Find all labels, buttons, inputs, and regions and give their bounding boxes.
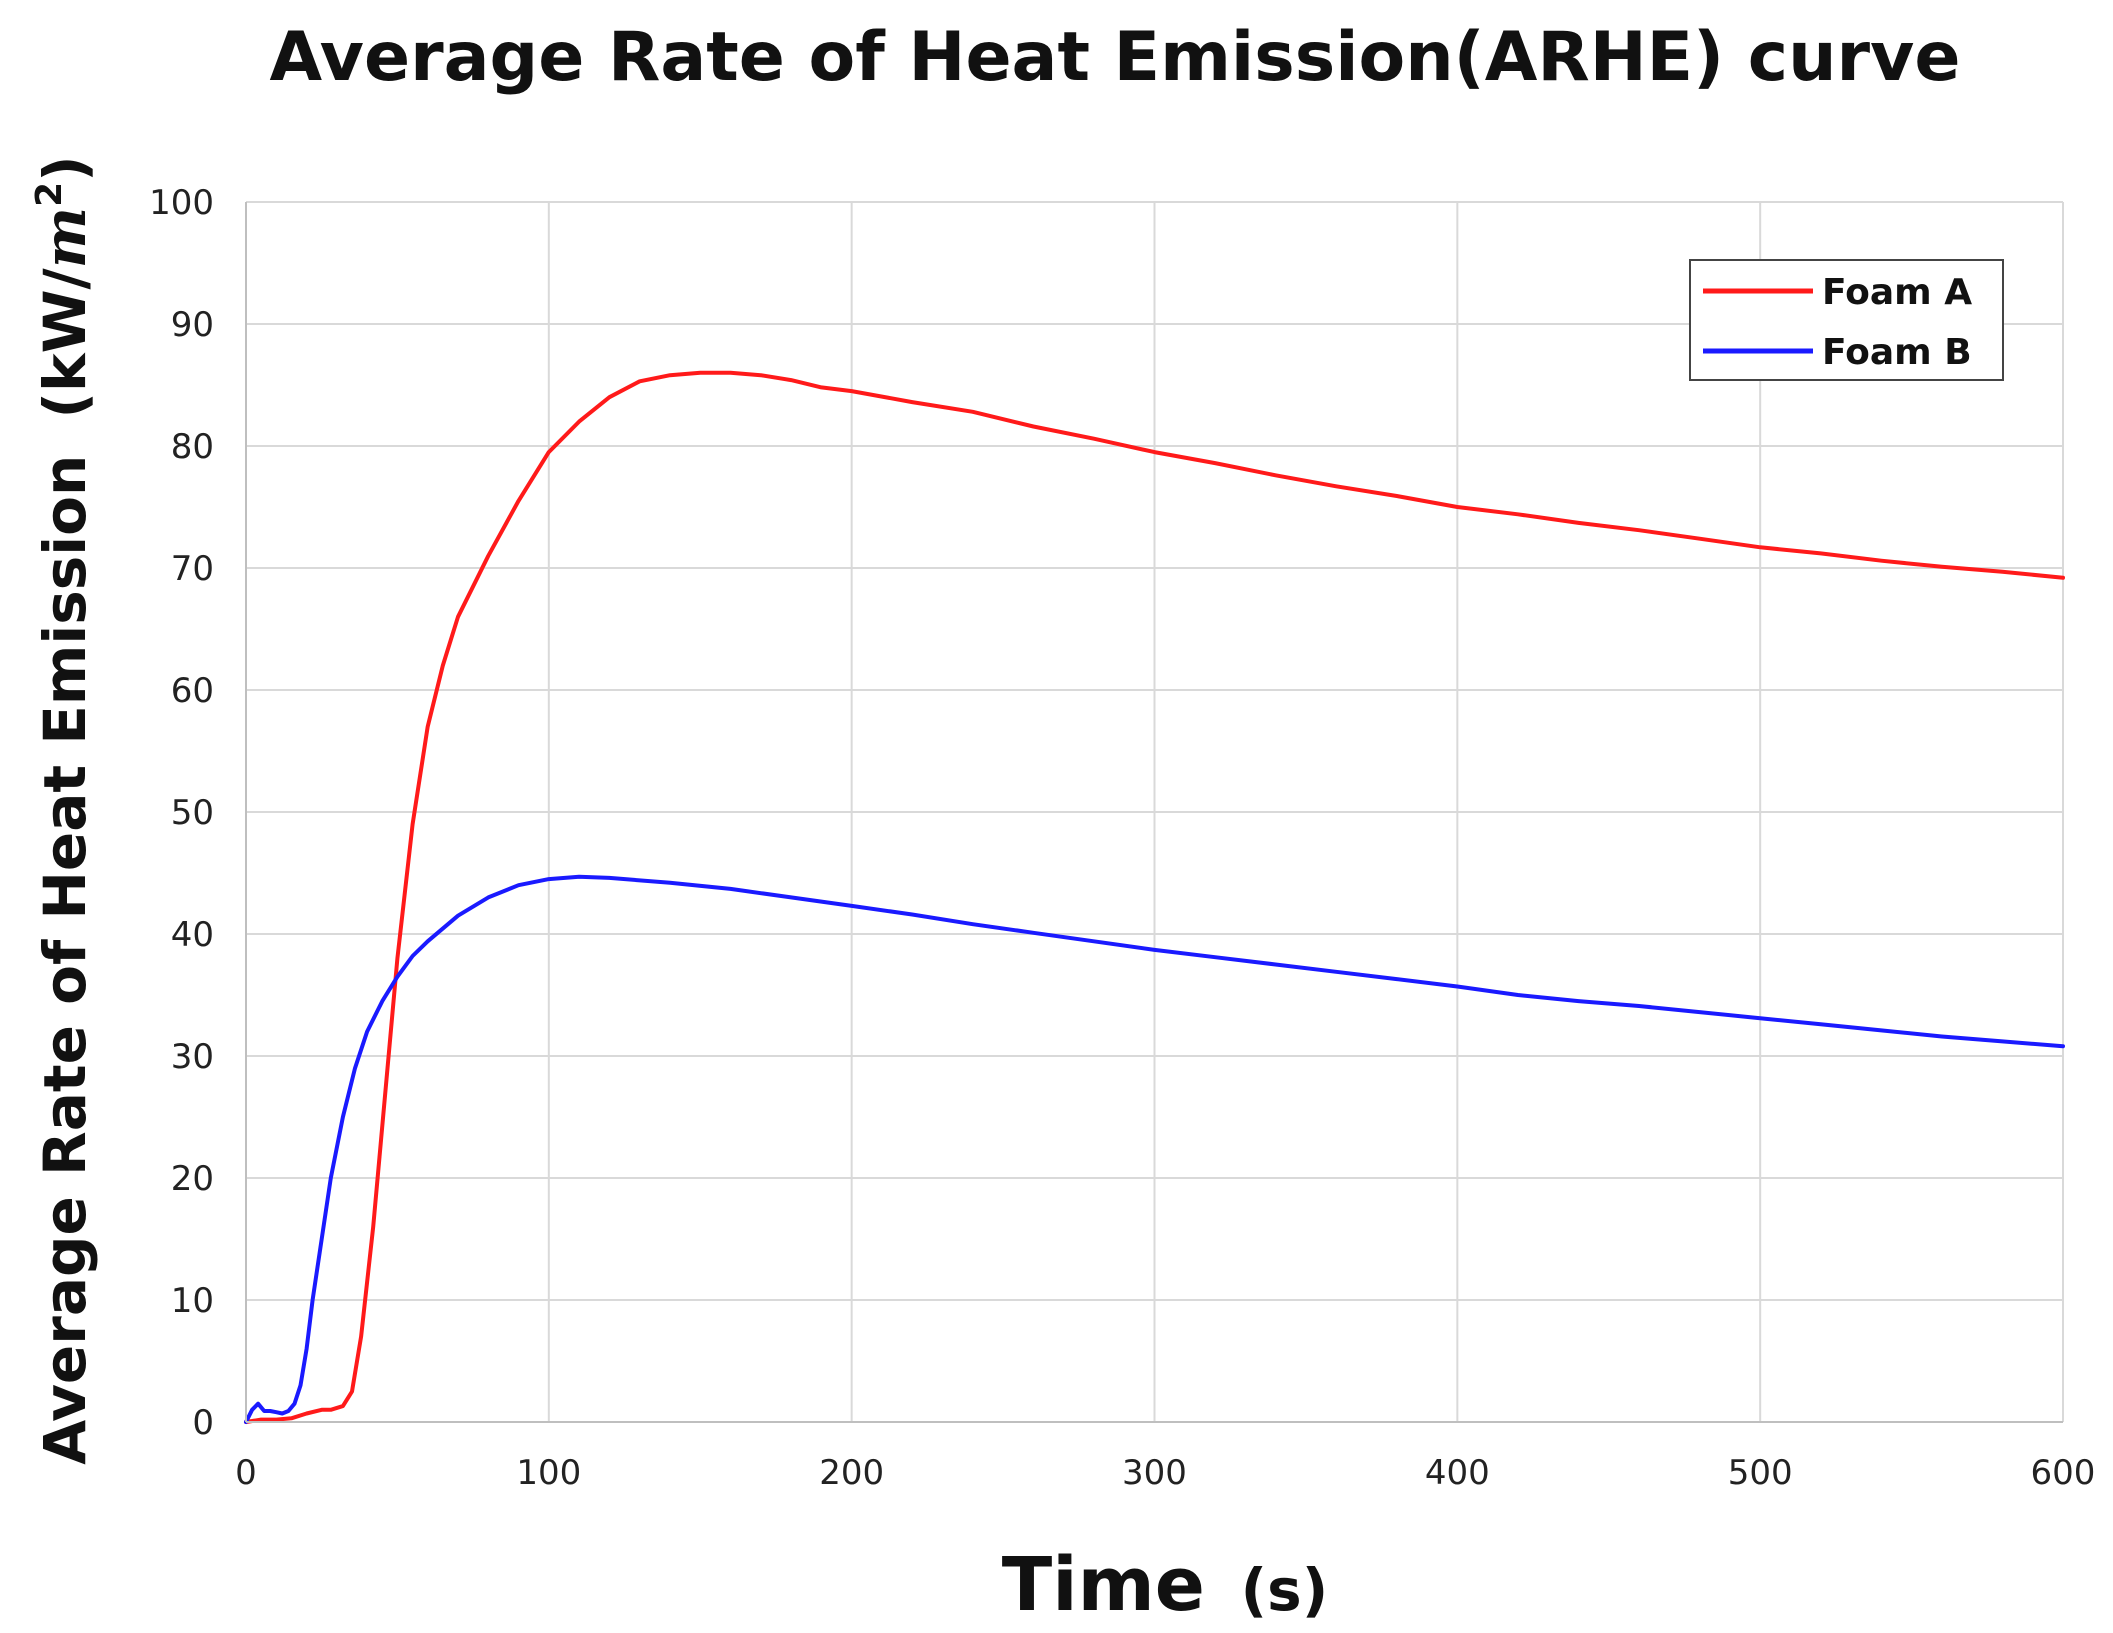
y-tick-label: 100 xyxy=(149,183,214,223)
y-tick-label: 40 xyxy=(171,915,214,955)
y-tick-label: 70 xyxy=(171,549,214,589)
legend-label-foam-a: Foam A xyxy=(1822,272,1972,313)
grid xyxy=(245,201,2064,1423)
y-axis-label-main: Average Rate of Heat Emission xyxy=(31,455,99,1465)
y-axis-label: Average Rate of Heat Emission (kW/m2) xyxy=(29,155,99,1464)
x-tick-label: 0 xyxy=(235,1453,257,1493)
y-tick-label: 80 xyxy=(171,427,214,467)
y-tick-label: 30 xyxy=(171,1037,214,1077)
x-axis-label: Time (s) xyxy=(1002,1542,1328,1628)
x-tick-label: 200 xyxy=(819,1453,884,1493)
y-tick-label: 60 xyxy=(171,671,214,711)
x-axis-label-main: Time xyxy=(1002,1542,1205,1628)
x-tick-label: 500 xyxy=(1728,1453,1793,1493)
series-lines xyxy=(244,370,2065,1424)
legend-box xyxy=(1689,259,2004,381)
y-tick-label: 20 xyxy=(171,1159,214,1199)
x-axis-label-unit: (s) xyxy=(1241,1556,1329,1624)
y-tick-label: 90 xyxy=(171,305,214,345)
x-tick-label: 100 xyxy=(516,1453,581,1493)
y-axis-label-unit-m: m xyxy=(31,207,99,268)
series-line-foam-a xyxy=(244,370,2065,1424)
y-axis-label-unit-prefix: (kW/ xyxy=(31,267,99,418)
tick-labels: 0 10 20 30 40 50 60 70 80 90 100 0 100 200 300 400 500 60… xyxy=(149,183,2095,1493)
y-tick-label: 0 xyxy=(192,1403,214,1443)
y-tick-label: 50 xyxy=(171,793,214,833)
y-axis-label-unit-suffix: ) xyxy=(31,155,99,182)
x-tick-label: 600 xyxy=(2031,1453,2096,1493)
legend: Foam A Foam B xyxy=(1689,259,2004,381)
plot-frame xyxy=(245,202,2063,1423)
y-axis-label-unit-exponent: 2 xyxy=(29,182,70,207)
series-line-foam-b xyxy=(244,874,2065,1424)
svg-text:Average Rate of Heat Emission: Average Rate of Heat Emission (kW/m2) xyxy=(29,155,99,1464)
x-tick-label: 300 xyxy=(1122,1453,1187,1493)
y-tick-label: 10 xyxy=(171,1281,214,1321)
chart-title: Average Rate of Heat Emission(ARHE) curv… xyxy=(269,18,1960,97)
legend-label-foam-b: Foam B xyxy=(1822,332,1972,373)
x-tick-label: 400 xyxy=(1425,1453,1490,1493)
